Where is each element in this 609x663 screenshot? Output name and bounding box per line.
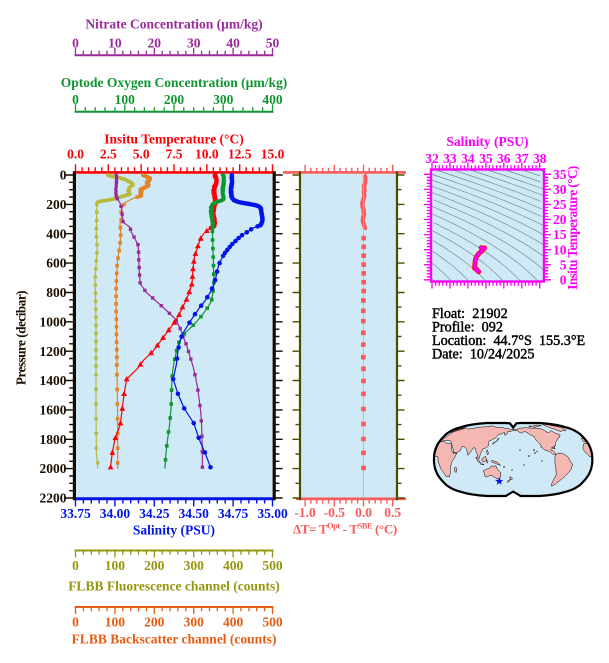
svg-text:300: 300 — [184, 558, 205, 573]
svg-text:2200: 2200 — [40, 491, 67, 506]
svg-text:Insitu Temperature (°C): Insitu Temperature (°C) — [104, 132, 243, 147]
svg-text:1600: 1600 — [40, 403, 67, 418]
svg-text:Insitu Temperature (°C): Insitu Temperature (°C) — [565, 166, 580, 290]
svg-text:15: 15 — [553, 227, 567, 242]
svg-text:36: 36 — [497, 151, 511, 166]
svg-text:1800: 1800 — [40, 432, 67, 447]
svg-text:Date: 10/24/2025: Date: 10/24/2025 — [432, 347, 534, 363]
svg-text:Pressure (decibar): Pressure (decibar) — [14, 291, 29, 385]
svg-text:10.0: 10.0 — [195, 147, 219, 162]
svg-text:400: 400 — [262, 92, 283, 107]
svg-text:FLBB Backscatter channel (coun: FLBB Backscatter channel (counts) — [72, 632, 277, 647]
svg-text:-0.5: -0.5 — [324, 505, 346, 520]
svg-text:33: 33 — [443, 151, 457, 166]
svg-text:2000: 2000 — [40, 461, 67, 476]
svg-text:200: 200 — [144, 558, 165, 573]
svg-text:Salinity (PSU): Salinity (PSU) — [446, 134, 528, 149]
svg-text:800: 800 — [46, 285, 67, 300]
svg-text:30: 30 — [187, 36, 201, 51]
svg-text:34: 34 — [461, 151, 475, 166]
svg-text:300: 300 — [184, 615, 205, 630]
svg-text:34.50: 34.50 — [179, 506, 210, 521]
svg-text:40: 40 — [226, 36, 240, 51]
svg-text:100: 100 — [105, 558, 126, 573]
svg-text:34.75: 34.75 — [218, 506, 249, 521]
svg-text:20: 20 — [148, 36, 162, 51]
svg-text:0: 0 — [72, 558, 79, 573]
svg-text:600: 600 — [46, 256, 67, 271]
svg-text:33.75: 33.75 — [60, 506, 91, 521]
svg-text:-1.0: -1.0 — [294, 505, 316, 520]
svg-text:2.5: 2.5 — [100, 147, 117, 162]
svg-text:Nitrate Concentration (µm/kg): Nitrate Concentration (µm/kg) — [85, 17, 262, 32]
svg-text:10: 10 — [108, 36, 122, 51]
svg-text:400: 400 — [223, 615, 244, 630]
svg-text:Salinity (PSU): Salinity (PSU) — [133, 523, 215, 538]
svg-text:5.0: 5.0 — [133, 147, 150, 162]
svg-text:Float: 21902: Float: 21902 — [432, 306, 508, 322]
svg-text:35: 35 — [479, 151, 493, 166]
svg-text:300: 300 — [213, 92, 234, 107]
svg-text:Optode Oxygen Concentration (µ: Optode Oxygen Concentration (µm/kg) — [61, 75, 287, 90]
svg-text:34.25: 34.25 — [139, 506, 170, 521]
svg-text:10: 10 — [553, 242, 567, 257]
svg-text:1400: 1400 — [40, 373, 67, 388]
svg-text:12.5: 12.5 — [228, 147, 252, 162]
svg-text:30: 30 — [553, 182, 567, 197]
svg-text:50: 50 — [266, 36, 280, 51]
svg-text:0: 0 — [72, 615, 79, 630]
svg-text:38: 38 — [533, 151, 547, 166]
svg-text:32: 32 — [425, 151, 439, 166]
svg-text:25: 25 — [553, 197, 567, 212]
svg-text:37: 37 — [515, 151, 529, 166]
svg-text:35: 35 — [553, 167, 567, 182]
svg-text:100: 100 — [105, 615, 126, 630]
svg-text:7.5: 7.5 — [166, 147, 183, 162]
svg-text:34.00: 34.00 — [100, 506, 131, 521]
svg-text:5: 5 — [560, 257, 567, 272]
svg-text:0: 0 — [72, 92, 79, 107]
svg-text:0.0: 0.0 — [67, 147, 84, 162]
svg-text:20: 20 — [553, 212, 567, 227]
svg-text:Profile: 092: Profile: 092 — [432, 320, 503, 336]
svg-text:100: 100 — [115, 92, 136, 107]
svg-text:0: 0 — [72, 36, 79, 51]
svg-text:1000: 1000 — [40, 314, 67, 329]
svg-text:500: 500 — [262, 558, 283, 573]
svg-text:35.00: 35.00 — [257, 506, 288, 521]
svg-text:15.0: 15.0 — [261, 147, 285, 162]
svg-text:400: 400 — [46, 226, 67, 241]
svg-text:200: 200 — [164, 92, 185, 107]
svg-text:200: 200 — [46, 197, 67, 212]
svg-text:400: 400 — [223, 558, 244, 573]
svg-text:200: 200 — [144, 615, 165, 630]
svg-text:1200: 1200 — [40, 344, 67, 359]
svg-text:0.5: 0.5 — [384, 505, 401, 520]
svg-text:ΔT= TOpt - TSBE (°C): ΔT= TOpt - TSBE (°C) — [293, 522, 397, 537]
svg-text:Location: 44.7°S 155.3°E: Location: 44.7°S 155.3°E — [432, 333, 585, 349]
svg-text:FLBB Fluorescence channel (cou: FLBB Fluorescence channel (counts) — [68, 579, 280, 594]
svg-text:500: 500 — [262, 615, 283, 630]
svg-text:0: 0 — [560, 272, 567, 287]
svg-text:0.0: 0.0 — [355, 505, 372, 520]
svg-text:0: 0 — [60, 168, 67, 183]
